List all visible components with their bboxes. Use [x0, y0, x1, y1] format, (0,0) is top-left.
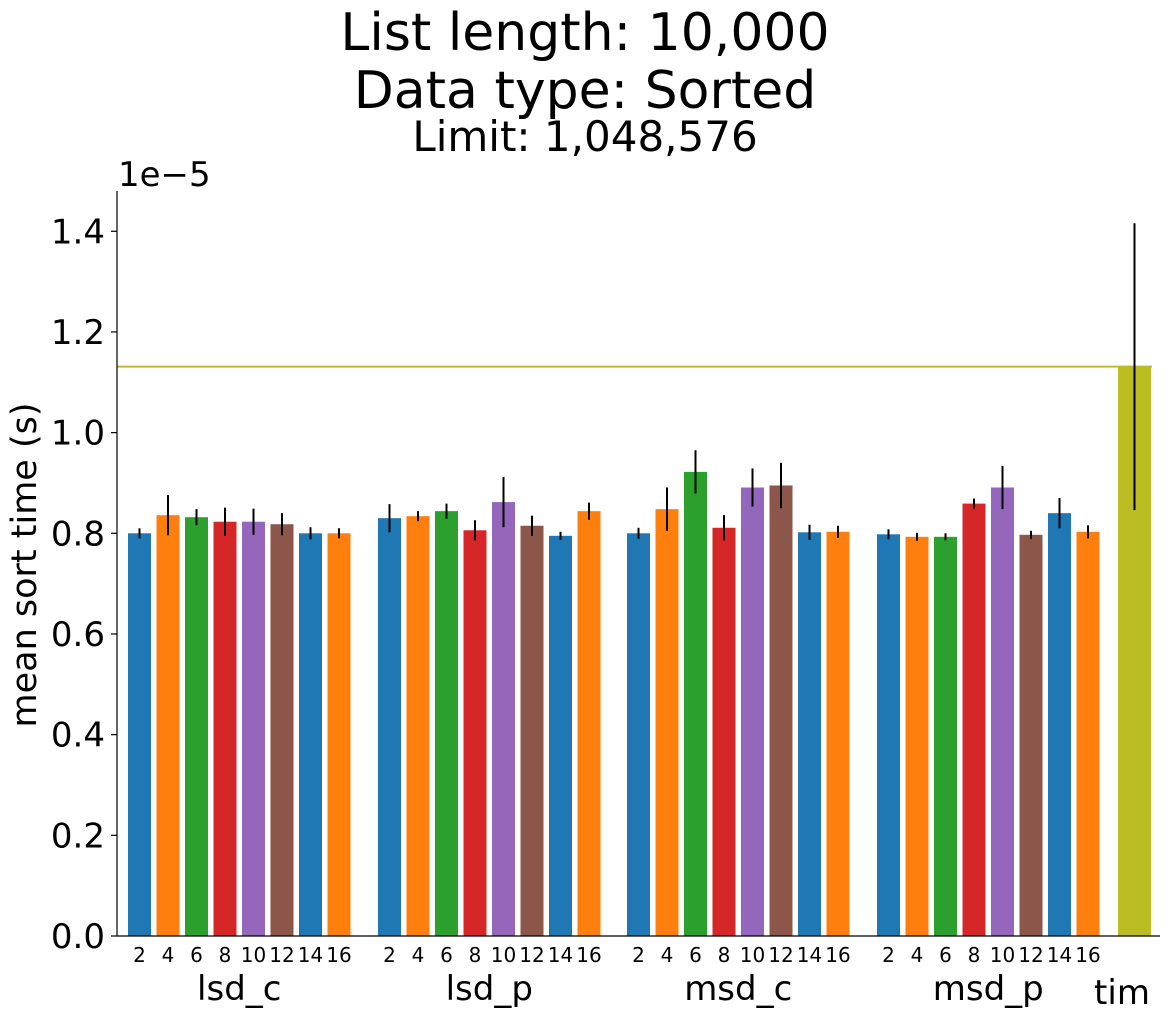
bar [712, 527, 736, 936]
bar-tick-label: 10 [740, 943, 765, 967]
bar [185, 517, 208, 936]
bar [156, 515, 180, 936]
bar-tick-label: 6 [939, 943, 952, 967]
bar-tick-label: 6 [440, 943, 453, 967]
bar-tick-label: 6 [190, 943, 203, 967]
bar [962, 503, 986, 936]
bar [242, 521, 265, 936]
y-axis-label: mean sort time (s) [5, 402, 45, 727]
bar [1048, 513, 1071, 936]
y-tick-label: 0.8 [51, 514, 105, 554]
bar [1076, 531, 1100, 936]
y-tick-label: 0.0 [51, 917, 105, 957]
bar [270, 524, 294, 936]
bar [877, 534, 900, 936]
y-tick-label: 0.2 [51, 816, 105, 856]
y-tick-label: 1.0 [51, 414, 105, 454]
bar-tick-label: 12 [1018, 943, 1043, 967]
chart-subtitle: Data type: Sorted [354, 61, 817, 121]
y-tick-label: 0.6 [51, 615, 105, 655]
y-tick-label: 1.4 [51, 212, 105, 252]
y-tick-label: 0.4 [51, 716, 105, 756]
bar [684, 471, 707, 936]
bar [934, 536, 957, 936]
bar [1019, 534, 1043, 936]
bar [627, 533, 650, 936]
bar [128, 533, 151, 936]
bar [549, 535, 572, 936]
bar [213, 521, 237, 936]
bar-tick-label: 2 [632, 943, 645, 967]
bar [655, 509, 679, 936]
bar [905, 536, 929, 936]
bar-tick-label: 10 [990, 943, 1015, 967]
bar [406, 516, 430, 936]
group-label: msd_p [933, 969, 1044, 1009]
bar-tick-label: 12 [519, 943, 544, 967]
bar-tick-label: 4 [412, 943, 425, 967]
group-label: lsd_c [197, 969, 281, 1009]
bar [741, 487, 764, 936]
bar-tick-label: 10 [241, 943, 266, 967]
bar-tick-label: 10 [491, 943, 516, 967]
bar-tick-label: 16 [825, 943, 850, 967]
bar [299, 533, 322, 936]
bar-tick-label: 16 [1075, 943, 1100, 967]
bar [991, 487, 1014, 936]
bar [492, 502, 515, 936]
bar [463, 530, 487, 936]
chart-title: List length: 10,000 [340, 3, 829, 63]
bar [798, 532, 821, 936]
group-label: lsd_p [446, 969, 533, 1009]
bar-tick-label: 2 [133, 943, 146, 967]
bar [826, 531, 850, 936]
bar-tick-label: 12 [269, 943, 294, 967]
bar [435, 511, 458, 936]
bar-tick-label: 16 [326, 943, 351, 967]
chart-limit-subtitle: Limit: 1,048,576 [412, 112, 757, 161]
bar-tick-label: 16 [576, 943, 601, 967]
bar-tick-label: 8 [718, 943, 731, 967]
bar [520, 525, 544, 936]
y-tick-label: 1.2 [51, 313, 105, 353]
bar-tick-label: 14 [1047, 943, 1072, 967]
bar-tick-label: 4 [911, 943, 924, 967]
group-label-tim: tim [1094, 973, 1150, 1013]
bar-tick-label: 6 [689, 943, 702, 967]
bar-tick-label: 8 [219, 943, 232, 967]
bar-tick-label: 14 [797, 943, 822, 967]
bar [378, 518, 401, 936]
group-label: msd_c [684, 969, 792, 1009]
bar-tick-label: 14 [548, 943, 573, 967]
bar-tick-label: 12 [768, 943, 793, 967]
bar-tick-label: 4 [661, 943, 674, 967]
bar [769, 485, 793, 936]
bar-tick-label: 8 [469, 943, 482, 967]
bar-tick-label: 8 [968, 943, 981, 967]
bar [327, 533, 351, 936]
bar [577, 511, 601, 936]
y-offset-label: 1e−5 [118, 155, 211, 195]
bar-tick-label: 2 [882, 943, 895, 967]
bar-tick-label: 4 [162, 943, 175, 967]
bar-tick-label: 2 [383, 943, 396, 967]
bar-tick-label: 14 [298, 943, 323, 967]
